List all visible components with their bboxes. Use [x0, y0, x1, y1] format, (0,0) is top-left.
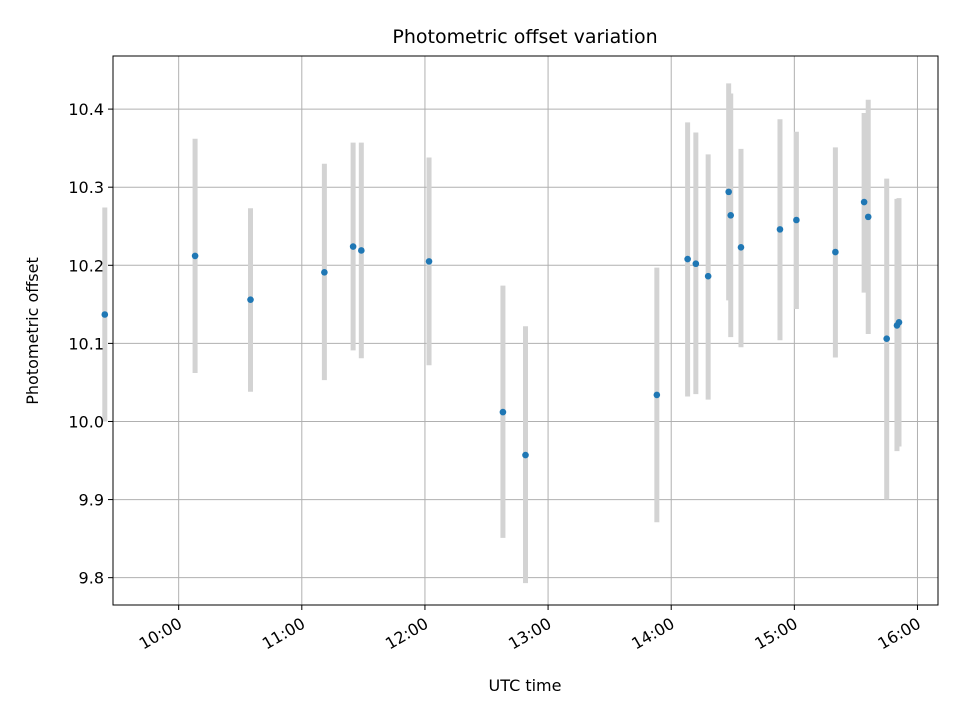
y-axis-ticks: 9.8 9.9 10.0 10.1 10.2 10.3 10.4 — [68, 100, 113, 588]
data-point — [704, 272, 712, 280]
chart-title: Photometric offset variation — [392, 26, 657, 48]
data-point — [737, 244, 745, 251]
y-tick-label: 9.9 — [79, 491, 104, 510]
data-points — [101, 188, 903, 459]
data-point — [692, 260, 700, 268]
data-point — [425, 258, 433, 265]
x-tick-label: 14:00 — [628, 614, 677, 654]
x-axis-label: UTC time — [489, 676, 562, 695]
data-point — [727, 212, 735, 219]
data-point — [358, 247, 365, 254]
x-tick-label: 13:00 — [505, 614, 554, 654]
plot-frame — [112, 55, 939, 606]
data-point — [860, 198, 868, 206]
y-axis-label: Photometric offset — [23, 257, 42, 405]
data-point — [349, 243, 357, 250]
data-point — [101, 311, 109, 318]
y-tick-label: 10.1 — [68, 334, 104, 353]
data-point — [895, 319, 903, 326]
y-tick-label: 10.0 — [68, 412, 104, 431]
data-point — [653, 391, 661, 399]
x-axis-ticks: 10:00 11:00 12:00 13:00 14:00 15:00 16:00 — [136, 605, 924, 653]
data-point — [499, 408, 507, 416]
data-point — [191, 252, 199, 260]
data-point — [247, 296, 254, 303]
data-point — [832, 248, 839, 256]
data-point — [793, 216, 800, 224]
data-point — [522, 451, 529, 459]
data-point — [725, 188, 732, 196]
y-tick-label: 10.3 — [68, 178, 104, 197]
x-tick-label: 16:00 — [875, 614, 924, 654]
y-tick-label: 10.2 — [68, 256, 104, 275]
x-tick-label: 12:00 — [382, 614, 431, 654]
y-tick-label: 10.4 — [68, 100, 104, 119]
data-point — [883, 335, 890, 342]
data-point — [864, 213, 872, 221]
y-tick-label: 9.8 — [79, 569, 104, 588]
error-bars — [102, 83, 902, 584]
data-point — [684, 255, 691, 263]
data-point — [776, 226, 784, 233]
x-tick-label: 11:00 — [259, 614, 308, 654]
x-tick-label: 15:00 — [751, 614, 800, 654]
x-tick-label: 10:00 — [136, 614, 185, 654]
data-point — [321, 269, 328, 276]
